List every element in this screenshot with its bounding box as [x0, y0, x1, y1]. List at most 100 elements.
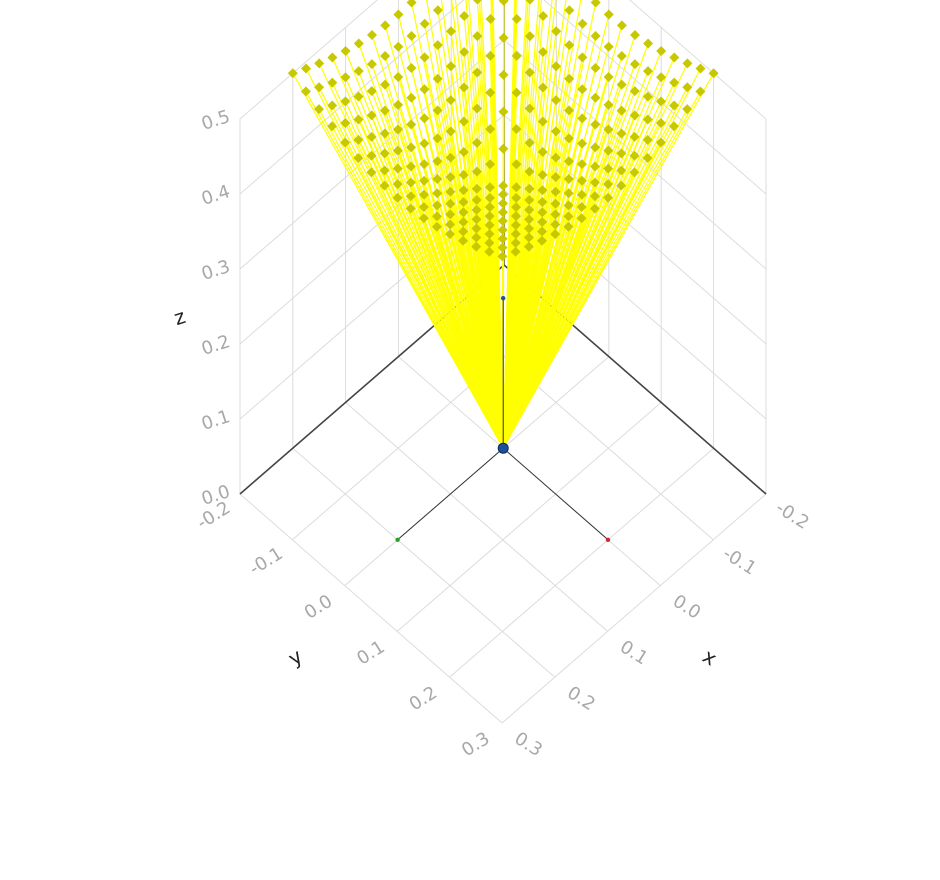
vector-arrowhead: [432, 188, 443, 199]
vector-arrowhead: [353, 66, 364, 77]
vector-arrowhead: [576, 201, 587, 212]
vector-arrowhead: [485, 182, 495, 193]
vector-arrowhead: [340, 96, 351, 107]
vector-arrow-shaft: [318, 63, 504, 449]
vector-arrow-shaft: [502, 57, 675, 449]
vector-arrowhead: [563, 221, 574, 232]
vector-arrowhead: [629, 110, 640, 121]
vector-arrow-shaft: [502, 64, 636, 449]
vector-arrow-shaft: [397, 46, 504, 449]
vector-arrowhead: [300, 86, 311, 97]
vector-arrow-shaft: [502, 46, 610, 449]
vector-arrowhead: [655, 118, 666, 129]
vector-arrow-shaft: [440, 0, 504, 449]
floor-grid-line: [345, 402, 608, 632]
vector-arrowhead: [458, 207, 469, 218]
vector-arrowhead: [445, 172, 456, 183]
vector-arrowhead: [366, 59, 377, 70]
vector-arrowhead: [471, 232, 482, 243]
vector-arrowhead: [551, 95, 561, 106]
vector-arrow-shaft: [292, 72, 504, 449]
vector-arrowhead: [603, 163, 614, 174]
y-axis-title: y: [284, 644, 307, 671]
vector-arrowhead: [458, 196, 469, 207]
vector-arrowhead: [564, 73, 575, 84]
floor-grid-line: [501, 493, 767, 724]
vector-arrowhead: [642, 91, 653, 102]
vector-arrowhead: [379, 165, 390, 176]
vector-arrowhead: [537, 147, 548, 158]
vector-arrowhead: [642, 152, 653, 163]
vector-arrowhead: [589, 191, 600, 202]
vector-arrowhead: [393, 72, 404, 83]
frame-axis-tip-x: [395, 537, 400, 542]
vector-arrowhead: [405, 191, 416, 202]
vector-arrowhead: [669, 100, 680, 111]
vector-arrowhead: [419, 84, 430, 95]
x-tick-label: 0.2: [563, 682, 598, 715]
vector-arrowhead: [406, 161, 416, 172]
vector-arrowhead: [524, 137, 535, 148]
vector-arrowhead: [537, 207, 548, 218]
vector-arrowhead: [498, 106, 509, 117]
vector-arrowhead: [406, 62, 417, 73]
vector-arrowhead: [472, 31, 483, 42]
vector-arrowhead: [432, 105, 443, 116]
vector-arrowhead: [432, 73, 443, 84]
wall-grid-line: [629, 0, 767, 120]
vector-arrowhead: [642, 114, 653, 125]
vector-arrowhead: [445, 61, 456, 72]
vector-arrowhead: [419, 113, 430, 124]
vector-arrowhead: [524, 195, 535, 206]
vector-arrowhead: [524, 166, 535, 177]
vector-arrowhead: [393, 99, 404, 110]
y-tick-label: -0.1: [246, 543, 287, 579]
floor-grid-line: [292, 447, 556, 678]
vector-arrowhead: [406, 92, 417, 103]
vector-arrowhead: [510, 246, 521, 257]
vector-arrowhead: [643, 38, 654, 49]
vector-arrowhead: [603, 72, 614, 83]
vector-arrow-shaft: [502, 0, 567, 449]
floor-grid-line: [239, 493, 503, 724]
vector-arrow-shaft: [410, 35, 504, 449]
vector-arrow-shaft: [502, 72, 715, 449]
vector-arrowhead: [471, 183, 482, 194]
vector-arrowhead: [445, 198, 456, 209]
vector-arrow-shaft: [502, 0, 540, 449]
vector-arrow-shaft: [384, 25, 504, 449]
vector-arrowhead: [564, 133, 574, 144]
vector-arrowhead: [484, 202, 495, 213]
vector-arrowhead: [459, 10, 470, 21]
z-tick-label: 0.4: [199, 181, 233, 210]
vector-arrowhead: [669, 121, 679, 132]
vector-arrowhead: [537, 217, 548, 228]
floor-grid-line: [449, 447, 714, 678]
vector-arrowhead: [432, 211, 442, 222]
vector-arrowhead: [445, 95, 456, 106]
vector-arrowhead: [577, 18, 588, 29]
vector-arrowhead: [353, 134, 364, 145]
vector-arrow-shaft: [502, 25, 623, 449]
vector-arrowhead: [511, 192, 522, 203]
vector-arrowhead: [459, 47, 470, 58]
vector-arrowhead: [550, 152, 561, 163]
x-tick-label: 0.0: [669, 591, 704, 624]
vector-arrow-shaft: [502, 55, 623, 449]
wall-grid-line: [239, 0, 378, 120]
vector-arrowhead: [405, 177, 416, 188]
vector-arrowhead: [629, 131, 640, 142]
vector-arrowhead: [471, 223, 482, 234]
vector-arrowhead: [616, 79, 627, 90]
vector-arrowhead: [484, 228, 495, 239]
vector-arrowhead: [418, 201, 429, 212]
vector-arrowhead: [498, 0, 509, 6]
vector-arrowhead: [563, 200, 574, 211]
vector-arrowhead: [340, 118, 351, 129]
vector-arrowhead: [445, 229, 455, 240]
vector-arrowhead: [511, 124, 522, 135]
vector-arrowhead: [629, 86, 640, 97]
vector-arrowhead: [550, 209, 561, 220]
vector-arrowhead: [655, 137, 666, 148]
vector-arrowhead: [511, 202, 522, 213]
